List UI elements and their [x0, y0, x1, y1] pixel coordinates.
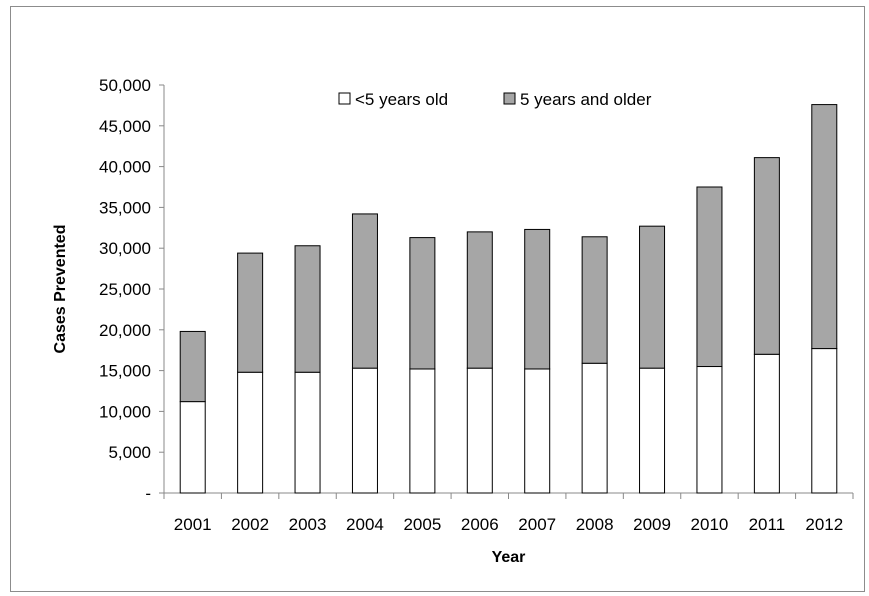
y-tick-label: 40,000 — [99, 158, 151, 177]
bar-segment-5-and-older — [179, 330, 206, 403]
y-tick-label: 35,000 — [99, 198, 151, 217]
legend-label: 5 years and older — [520, 90, 652, 109]
bar-segment-under-5 — [581, 362, 608, 494]
bar-segment-5-and-older — [294, 245, 321, 373]
bar-segment-5-and-older — [466, 231, 493, 369]
bars — [179, 104, 838, 494]
bar-segment-under-5 — [466, 367, 493, 494]
y-tick-label: 15,000 — [99, 362, 151, 381]
bar-segment-5-and-older — [753, 157, 780, 355]
x-tick-label: 2001 — [174, 515, 212, 534]
bar-segment-under-5 — [351, 367, 378, 494]
y-tick-label: 25,000 — [99, 280, 151, 299]
bar-segment-under-5 — [237, 371, 264, 494]
y-tick-label: 5,000 — [108, 443, 151, 462]
bar-segment-5-and-older — [581, 236, 608, 364]
bar-segment-5-and-older — [639, 225, 666, 369]
bar-segment-under-5 — [639, 367, 666, 494]
x-tick-label: 2011 — [749, 515, 786, 534]
legend-item-5-and-older: 5 years and older — [503, 90, 652, 109]
y-axis-title: Cases Prevented — [52, 225, 69, 354]
x-tick-label: 2004 — [346, 515, 384, 534]
legend-swatch — [338, 92, 351, 105]
legend-item-under-5: <5 years old — [338, 90, 448, 109]
x-tick-label: 2005 — [403, 515, 441, 534]
bar-segment-under-5 — [753, 353, 780, 494]
bar-segment-5-and-older — [696, 186, 723, 368]
x-tick-label: 2009 — [633, 515, 671, 534]
x-tick-label: 2003 — [289, 515, 327, 534]
y-tick-label: - — [145, 484, 151, 503]
bar-segment-under-5 — [811, 348, 838, 494]
bar-segment-under-5 — [409, 368, 436, 494]
bar-segment-5-and-older — [524, 228, 551, 370]
bar-segment-under-5 — [696, 366, 723, 494]
legend-swatch — [503, 92, 516, 105]
bar-segment-under-5 — [294, 371, 321, 494]
bar-segment-under-5 — [179, 401, 206, 494]
x-tick-label: 2010 — [691, 515, 729, 534]
bar-segment-5-and-older — [811, 104, 838, 350]
bar-segment-5-and-older — [409, 237, 436, 370]
legend: <5 years old 5 years and older — [338, 90, 652, 109]
x-tick-label: 2012 — [805, 515, 843, 534]
y-tick-label: 20,000 — [99, 321, 151, 340]
x-tick-label: 2007 — [518, 515, 556, 534]
chart-frame: <5 years old 5 years and older - 5,000 10,0… — [10, 6, 865, 592]
y-tick-label: 10,000 — [99, 402, 151, 421]
bar-segment-under-5 — [524, 368, 551, 494]
stacked-bar-chart: <5 years old 5 years and older - 5,000 10,0… — [52, 76, 854, 566]
bar-segment-5-and-older — [351, 213, 378, 369]
x-tick-label: 2008 — [576, 515, 614, 534]
y-tick-label: 45,000 — [99, 117, 151, 136]
y-axis: - 5,000 10,000 15,000 20,000 25,000 30,000 35,0… — [99, 76, 165, 503]
x-tick-label: 2006 — [461, 515, 499, 534]
x-tick-label: 2002 — [231, 515, 269, 534]
legend-label: <5 years old — [355, 90, 448, 109]
y-tick-label: 30,000 — [99, 239, 151, 258]
y-tick-label: 50,000 — [99, 76, 151, 95]
x-axis: 2001 2002 2003 2004 2005 2006 2007 2008 2009 2010… — [163, 492, 854, 534]
bar-segment-5-and-older — [237, 252, 264, 373]
x-axis-title: Year — [492, 549, 526, 566]
